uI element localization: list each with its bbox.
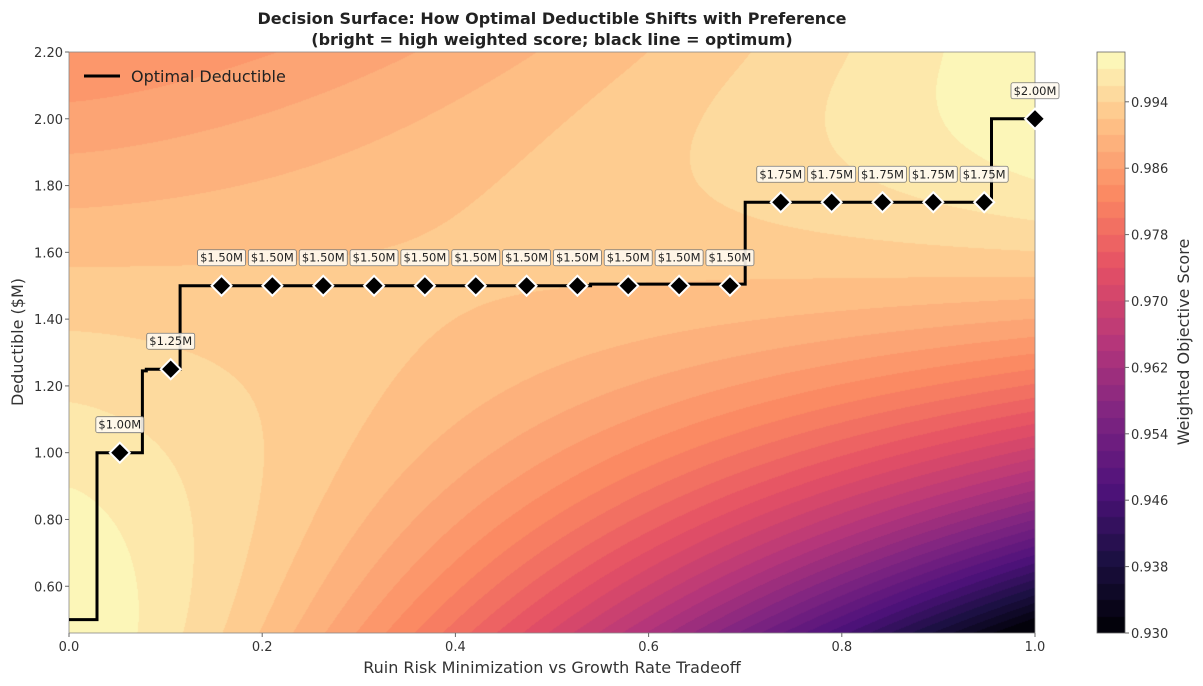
- optimum-marker: [210, 274, 233, 298]
- y-tick-label: 1.80: [34, 180, 63, 195]
- marker-label-box: [959, 165, 1009, 183]
- marker-label: $1.50M: [505, 251, 548, 265]
- marker-label: $1.50M: [251, 251, 294, 265]
- optimum-marker: [515, 274, 539, 298]
- marker-label: $1.75M: [912, 167, 955, 181]
- optimum-marker: [616, 274, 640, 298]
- colorbar-label: Weighted Objective Score: [1174, 239, 1193, 446]
- y-tick-label: 1.00: [34, 447, 63, 462]
- marker-label: $1.50M: [353, 251, 396, 265]
- colorbar-tick-label: 0.962: [1131, 361, 1168, 376]
- marker-label-box: [858, 165, 907, 183]
- colorbar-tick-label: 0.930: [1131, 627, 1168, 642]
- colorbar-tick-label: 0.978: [1131, 229, 1168, 244]
- colorbar-ticks: 0.930 0.938 0.946 0.954 0.962 0.970 0.978 0.986…: [1125, 96, 1168, 642]
- plot-frame: [68, 51, 1036, 634]
- x-tick-label: 0.4: [445, 640, 466, 655]
- marker-label: $1.50M: [302, 251, 345, 265]
- marker-label-box: [247, 249, 297, 267]
- marker-label-box: [95, 416, 145, 434]
- marker-label-box: [756, 165, 806, 183]
- marker-label: $1.50M: [556, 251, 599, 265]
- optimum-marker: [108, 441, 132, 465]
- optimum-marker: [820, 190, 844, 214]
- y-tick-label: 1.60: [34, 246, 63, 261]
- marker-label: $1.50M: [607, 251, 650, 265]
- marker-label: $1.50M: [658, 251, 701, 265]
- colorbar-tick-label: 0.986: [1131, 162, 1168, 177]
- marker-label: $1.75M: [759, 167, 802, 181]
- marker-label-box: [807, 165, 857, 183]
- optimum-marker: [921, 190, 945, 214]
- marker-label: $1.75M: [810, 167, 853, 181]
- marker-label: $1.75M: [861, 167, 904, 181]
- marker-label-box: [400, 249, 450, 267]
- marker-label-box: [451, 249, 501, 267]
- marker-label-box: [553, 249, 602, 267]
- colorbar-frame: [1096, 51, 1126, 634]
- y-tick-label: 0.60: [34, 580, 63, 595]
- markers: [108, 107, 1047, 465]
- optimum-marker: [769, 190, 793, 214]
- marker-labels: $1.00M $1.25M $1.50M $1.50M $1.50M $1.50M $1.5…: [95, 82, 1060, 434]
- marker-label: $2.00M: [1014, 84, 1057, 98]
- marker-label: $1.50M: [403, 251, 446, 265]
- y-axis: 0.60 0.80 1.00 1.20 1.40 1.60 1.80 2.00 2.20: [34, 46, 69, 595]
- marker-label: $1.50M: [709, 251, 752, 265]
- optimum-marker: [159, 357, 183, 381]
- decision-surface-heatmap: [69, 52, 1035, 633]
- optimum-marker: [718, 274, 742, 298]
- y-axis-label: Deductible ($M): [8, 278, 27, 406]
- x-axis: 0.0 0.2 0.4 0.6 0.8 1.0: [59, 633, 1046, 655]
- colorbar-gradient: [1097, 52, 1125, 633]
- y-tick-label: 1.20: [34, 380, 63, 395]
- marker-label-box: [603, 249, 653, 267]
- optimum-marker: [1023, 107, 1047, 131]
- optimum-marker: [871, 190, 894, 214]
- marker-label-box: [502, 249, 551, 267]
- marker-label: $1.25M: [149, 334, 192, 348]
- x-tick-label: 0.0: [59, 640, 80, 655]
- marker-label-box: [908, 165, 958, 183]
- x-tick-label: 0.2: [252, 640, 273, 655]
- optimum-marker: [667, 274, 691, 298]
- legend: Optimal Deductible: [84, 67, 286, 86]
- y-tick-label: 1.40: [34, 313, 63, 328]
- marker-label: $1.50M: [454, 251, 497, 265]
- optimum-marker: [260, 274, 284, 298]
- x-tick-label: 1.0: [1025, 640, 1046, 655]
- optimum-marker: [311, 274, 335, 298]
- optimal-deductible-line: [69, 117, 1035, 622]
- marker-label: $1.75M: [963, 167, 1006, 181]
- marker-label-box: [705, 249, 755, 267]
- marker-label: $1.50M: [200, 251, 243, 265]
- colorbar-tick-label: 0.994: [1131, 96, 1168, 111]
- colorbar-tick-label: 0.938: [1131, 561, 1168, 576]
- colorbar-tick-label: 0.970: [1131, 295, 1168, 310]
- x-tick-label: 0.6: [638, 640, 659, 655]
- marker-label-box: [298, 249, 348, 267]
- marker-label-box: [654, 249, 704, 267]
- optimum-marker: [972, 190, 996, 214]
- chart-title-line1: Decision Surface: How Optimal Deductible…: [257, 9, 846, 28]
- chart-title-line2: (bright = high weighted score; black lin…: [311, 30, 792, 49]
- x-axis-label: Ruin Risk Minimization vs Growth Rate Tr…: [363, 658, 742, 677]
- marker-label-box: [146, 332, 196, 350]
- colorbar-tick-label: 0.946: [1131, 494, 1168, 509]
- optimum-marker: [413, 274, 437, 298]
- optimum-marker: [464, 274, 488, 298]
- y-tick-label: 0.80: [34, 513, 63, 528]
- marker-label: $1.00M: [98, 418, 141, 432]
- optimum-marker: [362, 274, 386, 298]
- optimum-marker: [565, 274, 589, 298]
- marker-label-box: [1010, 82, 1060, 100]
- y-tick-label: 2.20: [34, 46, 63, 61]
- x-tick-label: 0.8: [831, 640, 852, 655]
- y-tick-label: 2.00: [34, 113, 63, 128]
- legend-entry: Optimal Deductible: [131, 67, 286, 86]
- marker-label-box: [197, 249, 246, 267]
- marker-label-box: [349, 249, 399, 267]
- colorbar-tick-label: 0.954: [1131, 428, 1168, 443]
